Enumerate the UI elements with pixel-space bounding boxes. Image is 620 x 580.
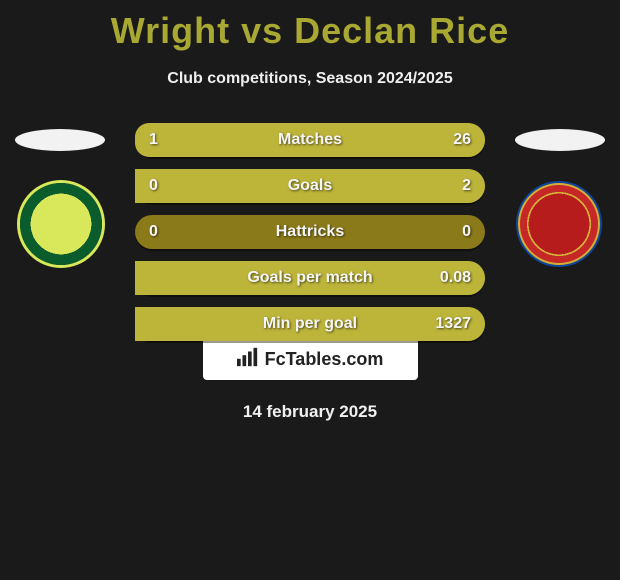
club-crest-right — [518, 183, 600, 265]
stat-label: Goals — [288, 177, 332, 195]
stat-value-left: 0 — [149, 223, 158, 241]
flag-left — [15, 129, 105, 151]
stat-fill-left — [135, 123, 149, 157]
page-title: Wright vs Declan Rice — [0, 0, 620, 52]
stat-value-right: 1327 — [435, 315, 471, 333]
stat-value-right: 0.08 — [440, 269, 471, 287]
comparison-panel: 1 Matches 26 0 Goals 2 0 Hattricks 0 Goals per ma… — [0, 123, 620, 333]
club-crest-left — [20, 183, 102, 265]
date-text: 14 february 2025 — [0, 402, 620, 422]
stat-label: Hattricks — [276, 223, 344, 241]
page-subtitle: Club competitions, Season 2024/2025 — [0, 70, 620, 88]
stat-label: Goals per match — [247, 269, 372, 287]
stat-row: Goals per match 0.08 — [135, 261, 485, 295]
stat-value-right: 2 — [462, 177, 471, 195]
stat-row: 0 Hattricks 0 — [135, 215, 485, 249]
stat-value-left: 1 — [149, 131, 158, 149]
stat-row: 0 Goals 2 — [135, 169, 485, 203]
stat-label: Min per goal — [263, 315, 357, 333]
stat-label: Matches — [278, 131, 342, 149]
stat-value-right: 26 — [453, 131, 471, 149]
stat-row: Min per goal 1327 — [135, 307, 485, 341]
stat-rows: 1 Matches 26 0 Goals 2 0 Hattricks 0 Goals per ma… — [135, 123, 485, 353]
stat-value-left: 0 — [149, 177, 158, 195]
stat-value-right: 0 — [462, 223, 471, 241]
stat-row: 1 Matches 26 — [135, 123, 485, 157]
flag-right — [515, 129, 605, 151]
